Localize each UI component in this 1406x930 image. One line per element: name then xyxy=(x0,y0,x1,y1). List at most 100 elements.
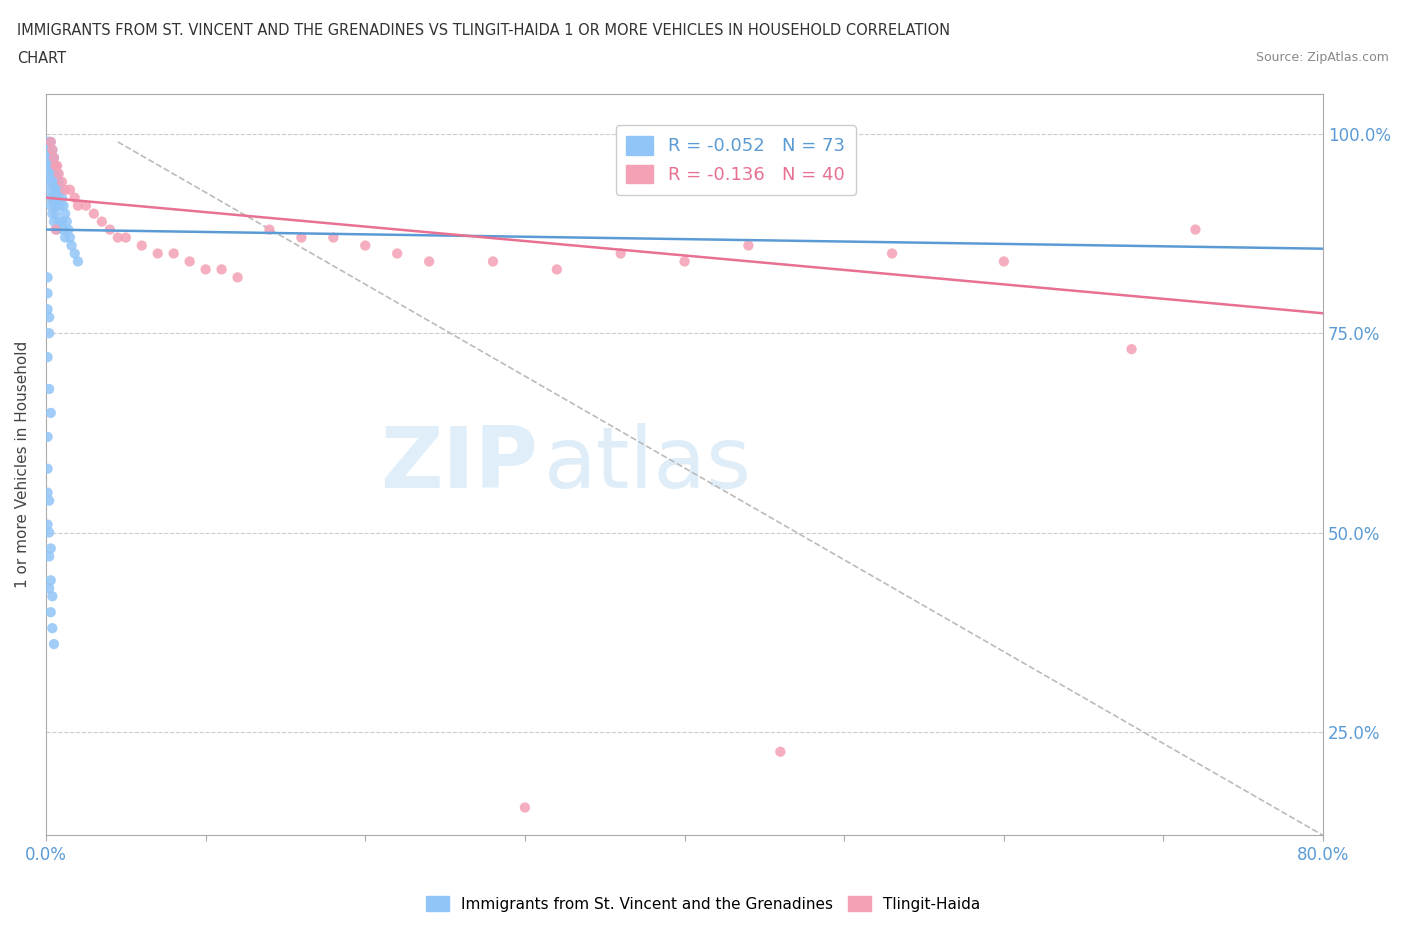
Point xyxy=(55,214,77,229)
Point xyxy=(38,581,60,596)
Point xyxy=(45,222,67,237)
Point xyxy=(45,191,67,206)
Point xyxy=(75,198,97,213)
Point xyxy=(39,541,62,556)
Point xyxy=(42,166,65,181)
Point xyxy=(45,174,67,189)
Y-axis label: 1 or more Vehicles in Household: 1 or more Vehicles in Household xyxy=(15,341,30,589)
Point xyxy=(38,310,60,325)
Point xyxy=(48,191,70,206)
Point xyxy=(38,158,60,173)
Point xyxy=(39,142,62,157)
Point xyxy=(52,222,75,237)
Point xyxy=(48,166,70,181)
Point xyxy=(211,262,233,277)
Point xyxy=(83,206,105,221)
Point xyxy=(37,135,59,150)
Point xyxy=(63,191,86,206)
Text: Source: ZipAtlas.com: Source: ZipAtlas.com xyxy=(1256,51,1389,64)
Point xyxy=(1121,341,1143,356)
Point xyxy=(37,286,59,300)
Point xyxy=(46,166,69,181)
Point xyxy=(37,485,59,500)
Point xyxy=(66,198,89,213)
Point xyxy=(59,182,82,197)
Point xyxy=(48,214,70,229)
Point xyxy=(37,430,59,445)
Legend: Immigrants from St. Vincent and the Grenadines, Tlingit-Haida: Immigrants from St. Vincent and the Gren… xyxy=(419,890,987,918)
Point xyxy=(42,637,65,652)
Point xyxy=(179,254,201,269)
Point xyxy=(51,191,73,206)
Point xyxy=(52,198,75,213)
Point xyxy=(45,158,67,173)
Point xyxy=(290,230,312,245)
Point xyxy=(482,254,505,269)
Point xyxy=(53,182,76,197)
Point xyxy=(38,549,60,564)
Point xyxy=(194,262,217,277)
Point xyxy=(1184,222,1206,237)
Point xyxy=(39,166,62,181)
Point xyxy=(39,405,62,420)
Point xyxy=(45,206,67,221)
Point xyxy=(37,142,59,157)
Point xyxy=(38,525,60,540)
Point xyxy=(38,135,60,150)
Point xyxy=(993,254,1015,269)
Point xyxy=(163,246,186,261)
Point xyxy=(673,254,696,269)
Point xyxy=(39,573,62,588)
Point xyxy=(53,206,76,221)
Point xyxy=(42,151,65,166)
Point xyxy=(48,174,70,189)
Point xyxy=(39,135,62,150)
Point xyxy=(49,182,72,197)
Text: IMMIGRANTS FROM ST. VINCENT AND THE GRENADINES VS TLINGIT-HAIDA 1 OR MORE VEHICL: IMMIGRANTS FROM ST. VINCENT AND THE GREN… xyxy=(17,23,950,38)
Point xyxy=(880,246,903,261)
Point xyxy=(37,270,59,285)
Point xyxy=(322,230,344,245)
Point xyxy=(546,262,568,277)
Point xyxy=(46,158,69,173)
Point xyxy=(39,198,62,213)
Point xyxy=(46,182,69,197)
Point xyxy=(37,461,59,476)
Point xyxy=(41,191,63,206)
Point xyxy=(131,238,153,253)
Point xyxy=(46,198,69,213)
Point xyxy=(39,191,62,206)
Point xyxy=(41,620,63,635)
Point xyxy=(146,246,169,261)
Point xyxy=(45,158,67,173)
Point xyxy=(769,744,792,759)
Point xyxy=(37,517,59,532)
Point xyxy=(51,174,73,189)
Point xyxy=(385,246,408,261)
Point xyxy=(114,230,136,245)
Point xyxy=(42,214,65,229)
Point xyxy=(53,230,76,245)
Point xyxy=(98,222,121,237)
Point xyxy=(418,254,440,269)
Point xyxy=(513,800,536,815)
Point xyxy=(38,166,60,181)
Point xyxy=(39,182,62,197)
Point xyxy=(41,142,63,157)
Point xyxy=(41,206,63,221)
Point xyxy=(226,270,249,285)
Point xyxy=(38,326,60,340)
Point xyxy=(37,158,59,173)
Point xyxy=(60,238,83,253)
Point xyxy=(737,238,759,253)
Point xyxy=(90,214,112,229)
Point xyxy=(41,174,63,189)
Point xyxy=(37,151,59,166)
Point xyxy=(63,246,86,261)
Point xyxy=(46,222,69,237)
Point xyxy=(38,493,60,508)
Point xyxy=(41,142,63,157)
Point xyxy=(609,246,631,261)
Point xyxy=(39,135,62,150)
Point xyxy=(38,151,60,166)
